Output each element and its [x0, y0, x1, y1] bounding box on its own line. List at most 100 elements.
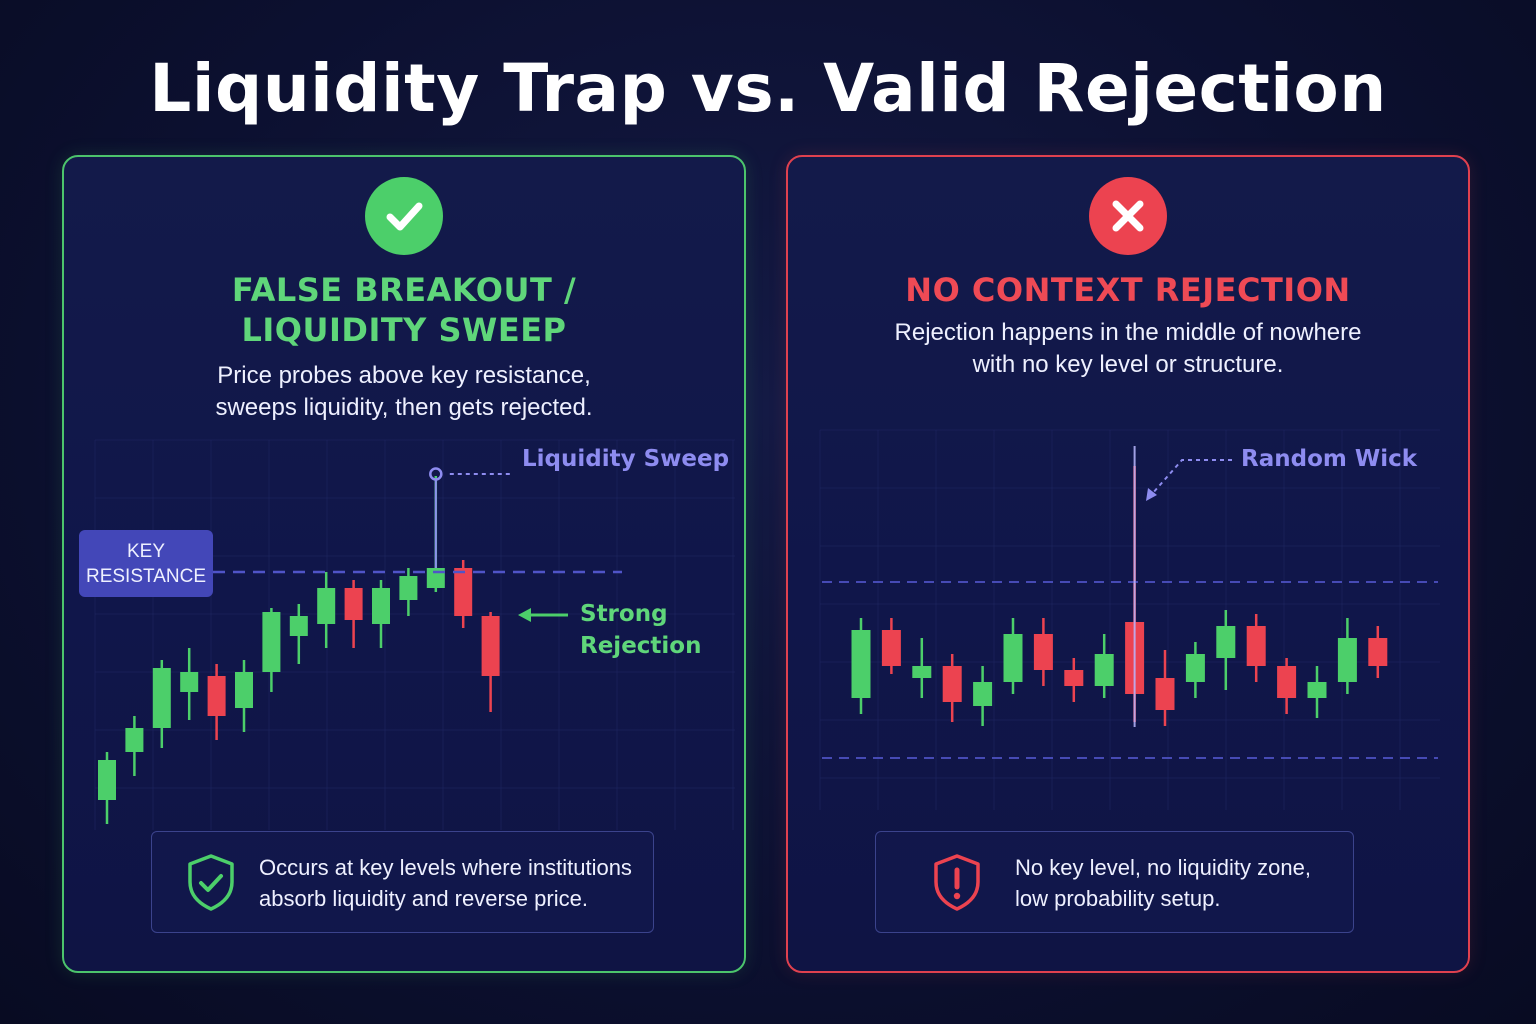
candle [1185, 642, 1205, 698]
heading-line-2: LIQUIDITY SWEEP [241, 311, 567, 349]
candle-body [454, 568, 473, 616]
candle [912, 638, 932, 698]
candle [1155, 650, 1175, 726]
candle-body [1246, 626, 1266, 666]
key-resistance-label: KEY RESISTANCE [79, 530, 213, 597]
candle [372, 580, 390, 648]
candle [1216, 610, 1236, 690]
candle-body [317, 588, 336, 624]
rejection-line-1: Strong [580, 601, 668, 627]
candle [851, 618, 871, 714]
candle-body [372, 588, 390, 624]
candle-body [207, 676, 226, 716]
candle-body [1216, 626, 1236, 658]
panel-no-context: NO CONTEXT REJECTION Rejection happens i… [786, 155, 1470, 973]
candle [1003, 618, 1023, 694]
candle [1094, 634, 1114, 698]
candle-body [289, 616, 308, 636]
panel-description: Rejection happens in the middle of nowhe… [788, 317, 1468, 381]
shield-alert-icon [934, 854, 980, 911]
candle-body [180, 672, 199, 692]
note-text: Occurs at key levels where institutions … [259, 852, 639, 914]
candle [481, 612, 500, 712]
candle-body [851, 630, 871, 698]
candle [881, 618, 901, 674]
key-label-line-2: RESISTANCE [85, 566, 206, 587]
candle-body [152, 668, 171, 728]
candle [235, 660, 253, 732]
note-line-2: absorb liquidity and reverse price. [259, 886, 588, 911]
candle [125, 716, 144, 776]
candle-body [1003, 634, 1023, 682]
panel-heading: FALSE BREAKOUT / LIQUIDITY SWEEP [64, 270, 744, 350]
candle [180, 648, 199, 720]
candle-body [1033, 634, 1053, 670]
candle-body [481, 616, 500, 676]
candle-body [1185, 654, 1205, 682]
panel-description: Price probes above key resistance, sweep… [64, 360, 744, 424]
candle-body [98, 760, 116, 800]
candle-body [942, 666, 962, 702]
note-line-1: No key level, no liquidity zone, [1015, 855, 1311, 880]
candle [1033, 618, 1053, 686]
arrow-down-icon [1146, 488, 1157, 501]
candle-body [262, 612, 281, 672]
candle [942, 654, 962, 722]
sweep-marker-icon [429, 467, 443, 481]
candle [1246, 614, 1266, 682]
candle [1277, 658, 1297, 714]
candle-body [1064, 670, 1084, 686]
candle [1307, 666, 1327, 718]
candle-body [1307, 682, 1327, 698]
x-icon [1089, 177, 1167, 255]
description-line-2: with no key level or structure. [972, 351, 1284, 378]
liquidity-sweep-label: Liquidity Sweep [522, 446, 730, 472]
candle-body [235, 672, 253, 708]
candle [1064, 658, 1084, 702]
candle [399, 568, 418, 616]
arrow-left-icon [518, 608, 531, 622]
candle-body [344, 588, 363, 620]
note-text: No key level, no liquidity zone, low pro… [1015, 852, 1395, 914]
check-icon [365, 177, 443, 255]
random-wick-label: Random Wick [1241, 446, 1418, 472]
candle [152, 660, 171, 748]
candle-body [1337, 638, 1357, 682]
wick-leader-line [1151, 459, 1232, 495]
candle [289, 604, 308, 664]
candle [1337, 618, 1357, 694]
description-line-1: Price probes above key resistance, [217, 362, 591, 389]
candle [207, 664, 226, 740]
chart-grid [819, 429, 1440, 810]
note-box: Occurs at key levels where institutions … [151, 831, 654, 933]
panel-heading: NO CONTEXT REJECTION [905, 271, 1351, 309]
panel-liquidity-sweep: FALSE BREAKOUT / LIQUIDITY SWEEP Price p… [62, 155, 746, 973]
candle-body [1094, 654, 1114, 686]
candle [317, 572, 336, 648]
candle [344, 580, 363, 648]
description-line-1: Rejection happens in the middle of nowhe… [894, 319, 1362, 346]
candle-body [1368, 638, 1388, 666]
candle [1368, 626, 1388, 678]
candle [262, 608, 281, 692]
candle-body [881, 630, 901, 666]
note-line-2: low probability setup. [1015, 886, 1221, 911]
candle-body [1155, 678, 1175, 710]
note-box: No key level, no liquidity zone, low pro… [875, 831, 1354, 933]
candle-body [399, 576, 418, 600]
page-title: Liquidity Trap vs. Valid Rejection [149, 50, 1387, 127]
candle [98, 752, 116, 824]
description-line-2: sweeps liquidity, then gets rejected. [215, 394, 593, 421]
heading-line-1: FALSE BREAKOUT / [231, 271, 577, 309]
note-line-1: Occurs at key levels where institutions [259, 855, 632, 880]
candle-body [912, 666, 932, 678]
key-label-line-1: KEY [126, 541, 166, 562]
shield-check-icon [188, 854, 234, 911]
candle-body [125, 728, 144, 752]
rejection-line-2: Rejection [580, 633, 702, 659]
candle-body [1277, 666, 1297, 698]
candle-body [973, 682, 993, 706]
strong-rejection-label: Strong Rejection [580, 598, 701, 662]
